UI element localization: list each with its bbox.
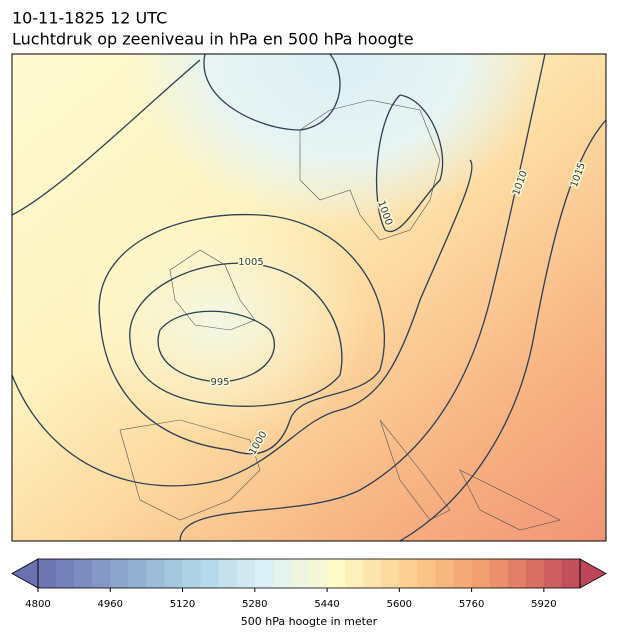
map-frame [11, 53, 607, 542]
colorbar-segment [453, 559, 473, 588]
colorbar-segment [489, 559, 509, 588]
isobar [11, 159, 473, 487]
colorbar-segment [164, 559, 184, 588]
colorbar-segment [399, 559, 418, 588]
map [11, 53, 607, 542]
colorbar-tick-label: 4960 [98, 599, 123, 610]
colorbar-tick-label: 5280 [242, 599, 267, 610]
colorbar: 4800 4960 5120 5280 5440 5600 5760 5920 500 hPa … [11, 558, 607, 628]
colorbar-segment [417, 559, 436, 588]
isobar [98, 213, 385, 455]
isobar [179, 53, 546, 542]
colorbar-tick-label: 5600 [387, 599, 412, 610]
colorbar-segment [200, 559, 220, 588]
colorbar-segment [92, 559, 111, 588]
colorbar-label: 500 hPa hoogte in meter [241, 615, 378, 628]
isobar [399, 119, 607, 542]
colorbar-tick-label: 5920 [531, 599, 556, 610]
isobar [203, 53, 341, 131]
colorbar-tick-label: 5440 [314, 599, 339, 610]
colorbar-segment [56, 559, 75, 588]
colorbar-frame [37, 558, 581, 589]
title: 10-11-1825 12 UTC [12, 9, 167, 28]
colorbar-segment [290, 559, 310, 588]
colorbar-segment [507, 559, 527, 588]
colorbar-tick-label: 4800 [25, 599, 50, 610]
colorbar-segment [471, 559, 491, 588]
isobar [375, 94, 444, 233]
colorbar-segment [218, 559, 238, 588]
colorbar-extend-high [579, 558, 607, 589]
colorbar-segment [236, 559, 256, 588]
colorbar-segment [38, 559, 57, 588]
colorbar-segment [345, 559, 364, 588]
colorbar-segment [146, 559, 165, 588]
isobar [129, 262, 343, 407]
map-shading [12, 54, 606, 541]
isobar [157, 310, 276, 383]
colorbar-segment [381, 559, 400, 588]
colorbar-segment [110, 559, 129, 588]
colorbar-segment [543, 559, 563, 588]
isobar [11, 59, 201, 216]
colorbar-segment [74, 559, 93, 588]
isobar-label: 995 [210, 377, 229, 388]
colorbar-segment [254, 559, 274, 588]
colorbar-segment [309, 559, 328, 588]
colorbar-segment [435, 559, 455, 588]
colorbar-segment [363, 559, 382, 588]
colorbar-segment [128, 559, 147, 588]
colorbar-segment [182, 559, 202, 588]
colorbar-segment [525, 559, 545, 588]
colorbar-tick-label: 5760 [459, 599, 484, 610]
colorbar-segment [272, 559, 292, 588]
subtitle: Luchtdruk op zeeniveau in hPa en 500 hPa… [12, 30, 414, 49]
colorbar-tick-label: 5120 [170, 599, 195, 610]
colorbar-extend-low [11, 558, 39, 589]
colorbar-segment [327, 559, 346, 588]
isobar-label: 1005 [238, 257, 263, 268]
colorbar-segment [561, 559, 581, 588]
